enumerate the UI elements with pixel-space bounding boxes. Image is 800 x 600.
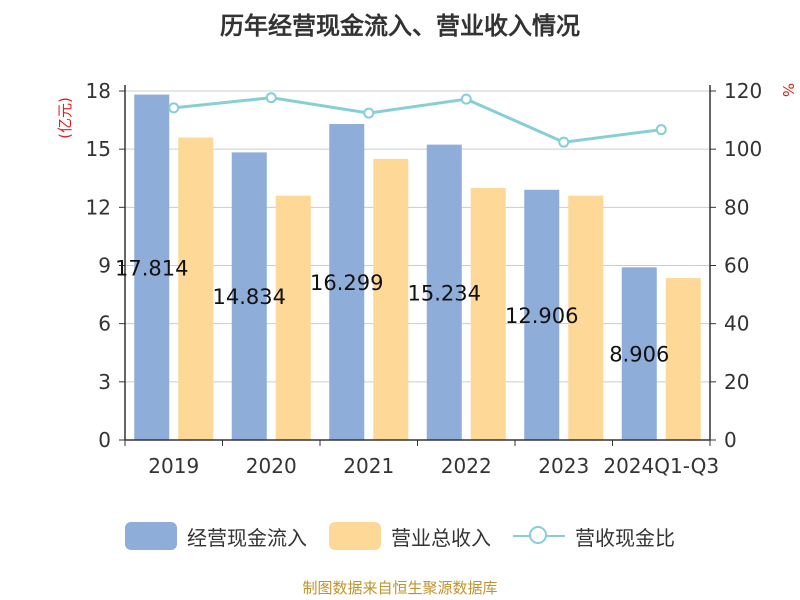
legend-item-ratio[interactable]: 营收现金比 [513,522,675,551]
cash-inflow-bar [524,189,560,440]
cash-inflow-bar [231,152,267,440]
cash-inflow-bar [329,123,365,440]
legend-label-revenue: 营业总收入 [391,525,491,550]
revenue-bar [665,278,701,440]
ratio-point [265,92,277,104]
ratio-point [460,93,472,105]
x-tick-label: 2019 [148,454,199,478]
left-axis-unit: (亿元) [56,97,74,139]
right-tick-label: 0 [724,428,737,452]
x-tick-label: 2020 [246,454,297,478]
cash-inflow-data-label: 15.234 [408,281,481,305]
left-tick-label: 3 [98,370,111,394]
data-labels: 17.814 14.834 16.299 15.234 12.906 8.906 [115,256,669,366]
cash-inflow-data-label: 16.299 [310,271,383,295]
legend-swatch-revenue [329,522,381,550]
right-tick-label: 40 [724,312,749,336]
revenue-bars [178,137,701,441]
right-axis-unit: % [779,83,797,97]
cash-inflow-bar [426,144,462,440]
left-tick-label: 15 [86,137,111,161]
cash-inflow-data-label: 14.834 [213,285,286,309]
legend-item-revenue[interactable]: 营业总收入 [329,522,491,551]
revenue-bar [373,158,409,440]
cash-inflow-data-label: 8.906 [609,343,669,367]
right-tick-label: 80 [724,195,749,219]
legend: 经营现金流入 营业总收入 营收现金比 [0,516,800,556]
chart-title: 历年经营现金流入、营业收入情况 [220,12,580,40]
axes: 0 3 6 9 12 15 18 0 20 40 60 80 100 120 2019 2020 2021 202… [86,79,763,478]
cash-inflow-bar [621,267,657,440]
right-tick-label: 120 [724,79,762,103]
cash-inflow-data-label: 12.906 [505,304,578,328]
ratio-point [655,124,667,136]
x-tick-label: 2022 [441,454,492,478]
revenue-bar [178,137,214,441]
ratio-point [363,107,375,119]
grid-lines [125,90,710,383]
legend-swatch-ratio [513,522,565,550]
right-tick-label: 100 [724,137,762,161]
legend-label-cash-inflow: 经营现金流入 [187,525,307,550]
left-tick-label: 18 [86,79,111,103]
cash-inflow-bars [134,94,657,441]
legend-swatch-cash-inflow [125,522,177,550]
ratio-point [168,102,180,114]
left-tick-label: 0 [98,428,111,452]
left-tick-label: 12 [86,195,111,219]
ratio-line [168,92,667,148]
ratio-point [558,136,570,148]
cash-inflow-data-label: 17.814 [115,256,188,280]
left-tick-label: 6 [98,312,111,336]
revenue-bar [275,195,311,440]
cash-inflow-bar [134,94,170,441]
ratio-polyline [173,96,662,144]
x-tick-label: 2023 [538,454,589,478]
x-tick-label: 2021 [343,454,394,478]
revenue-bar [568,195,604,440]
right-tick-label: 60 [724,254,749,278]
revenue-bar [470,187,506,440]
right-tick-label: 20 [724,370,749,394]
legend-label-ratio: 营收现金比 [575,525,675,550]
legend-item-cash-inflow[interactable]: 经营现金流入 [125,522,307,551]
data-source-note: 制图数据来自恒生聚源数据库 [302,579,498,597]
x-tick-label: 2024Q1-Q3 [603,454,719,478]
left-tick-label: 9 [98,254,111,278]
